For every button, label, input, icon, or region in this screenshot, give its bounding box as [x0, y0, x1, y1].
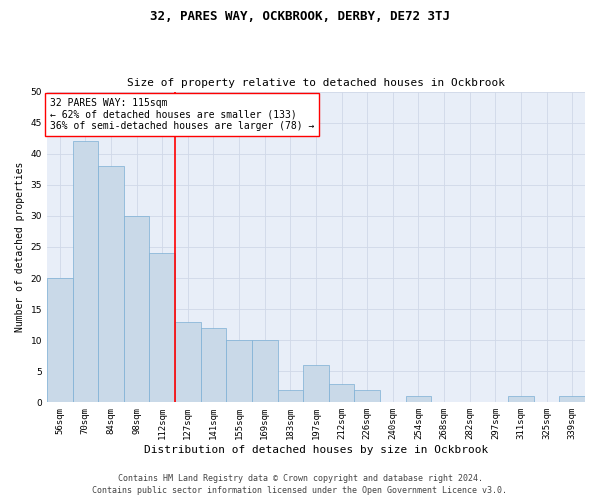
Bar	[200, 328, 226, 402]
Text: 32, PARES WAY, OCKBROOK, DERBY, DE72 3TJ: 32, PARES WAY, OCKBROOK, DERBY, DE72 3TJ	[150, 10, 450, 23]
Bar	[559, 396, 585, 402]
Bar	[252, 340, 278, 402]
Bar	[278, 390, 303, 402]
Y-axis label: Number of detached properties: Number of detached properties	[15, 162, 25, 332]
Bar	[355, 390, 380, 402]
Bar	[124, 216, 149, 402]
Bar	[303, 365, 329, 403]
Bar	[406, 396, 431, 402]
Bar	[175, 322, 200, 402]
Bar	[73, 142, 98, 402]
Bar	[226, 340, 252, 402]
Text: Contains HM Land Registry data © Crown copyright and database right 2024.
Contai: Contains HM Land Registry data © Crown c…	[92, 474, 508, 495]
Bar	[508, 396, 534, 402]
Title: Size of property relative to detached houses in Ockbrook: Size of property relative to detached ho…	[127, 78, 505, 88]
Bar	[149, 253, 175, 402]
Text: 32 PARES WAY: 115sqm
← 62% of detached houses are smaller (133)
36% of semi-deta: 32 PARES WAY: 115sqm ← 62% of detached h…	[50, 98, 314, 131]
Bar	[47, 278, 73, 402]
Bar	[329, 384, 355, 402]
Bar	[98, 166, 124, 402]
X-axis label: Distribution of detached houses by size in Ockbrook: Distribution of detached houses by size …	[144, 445, 488, 455]
